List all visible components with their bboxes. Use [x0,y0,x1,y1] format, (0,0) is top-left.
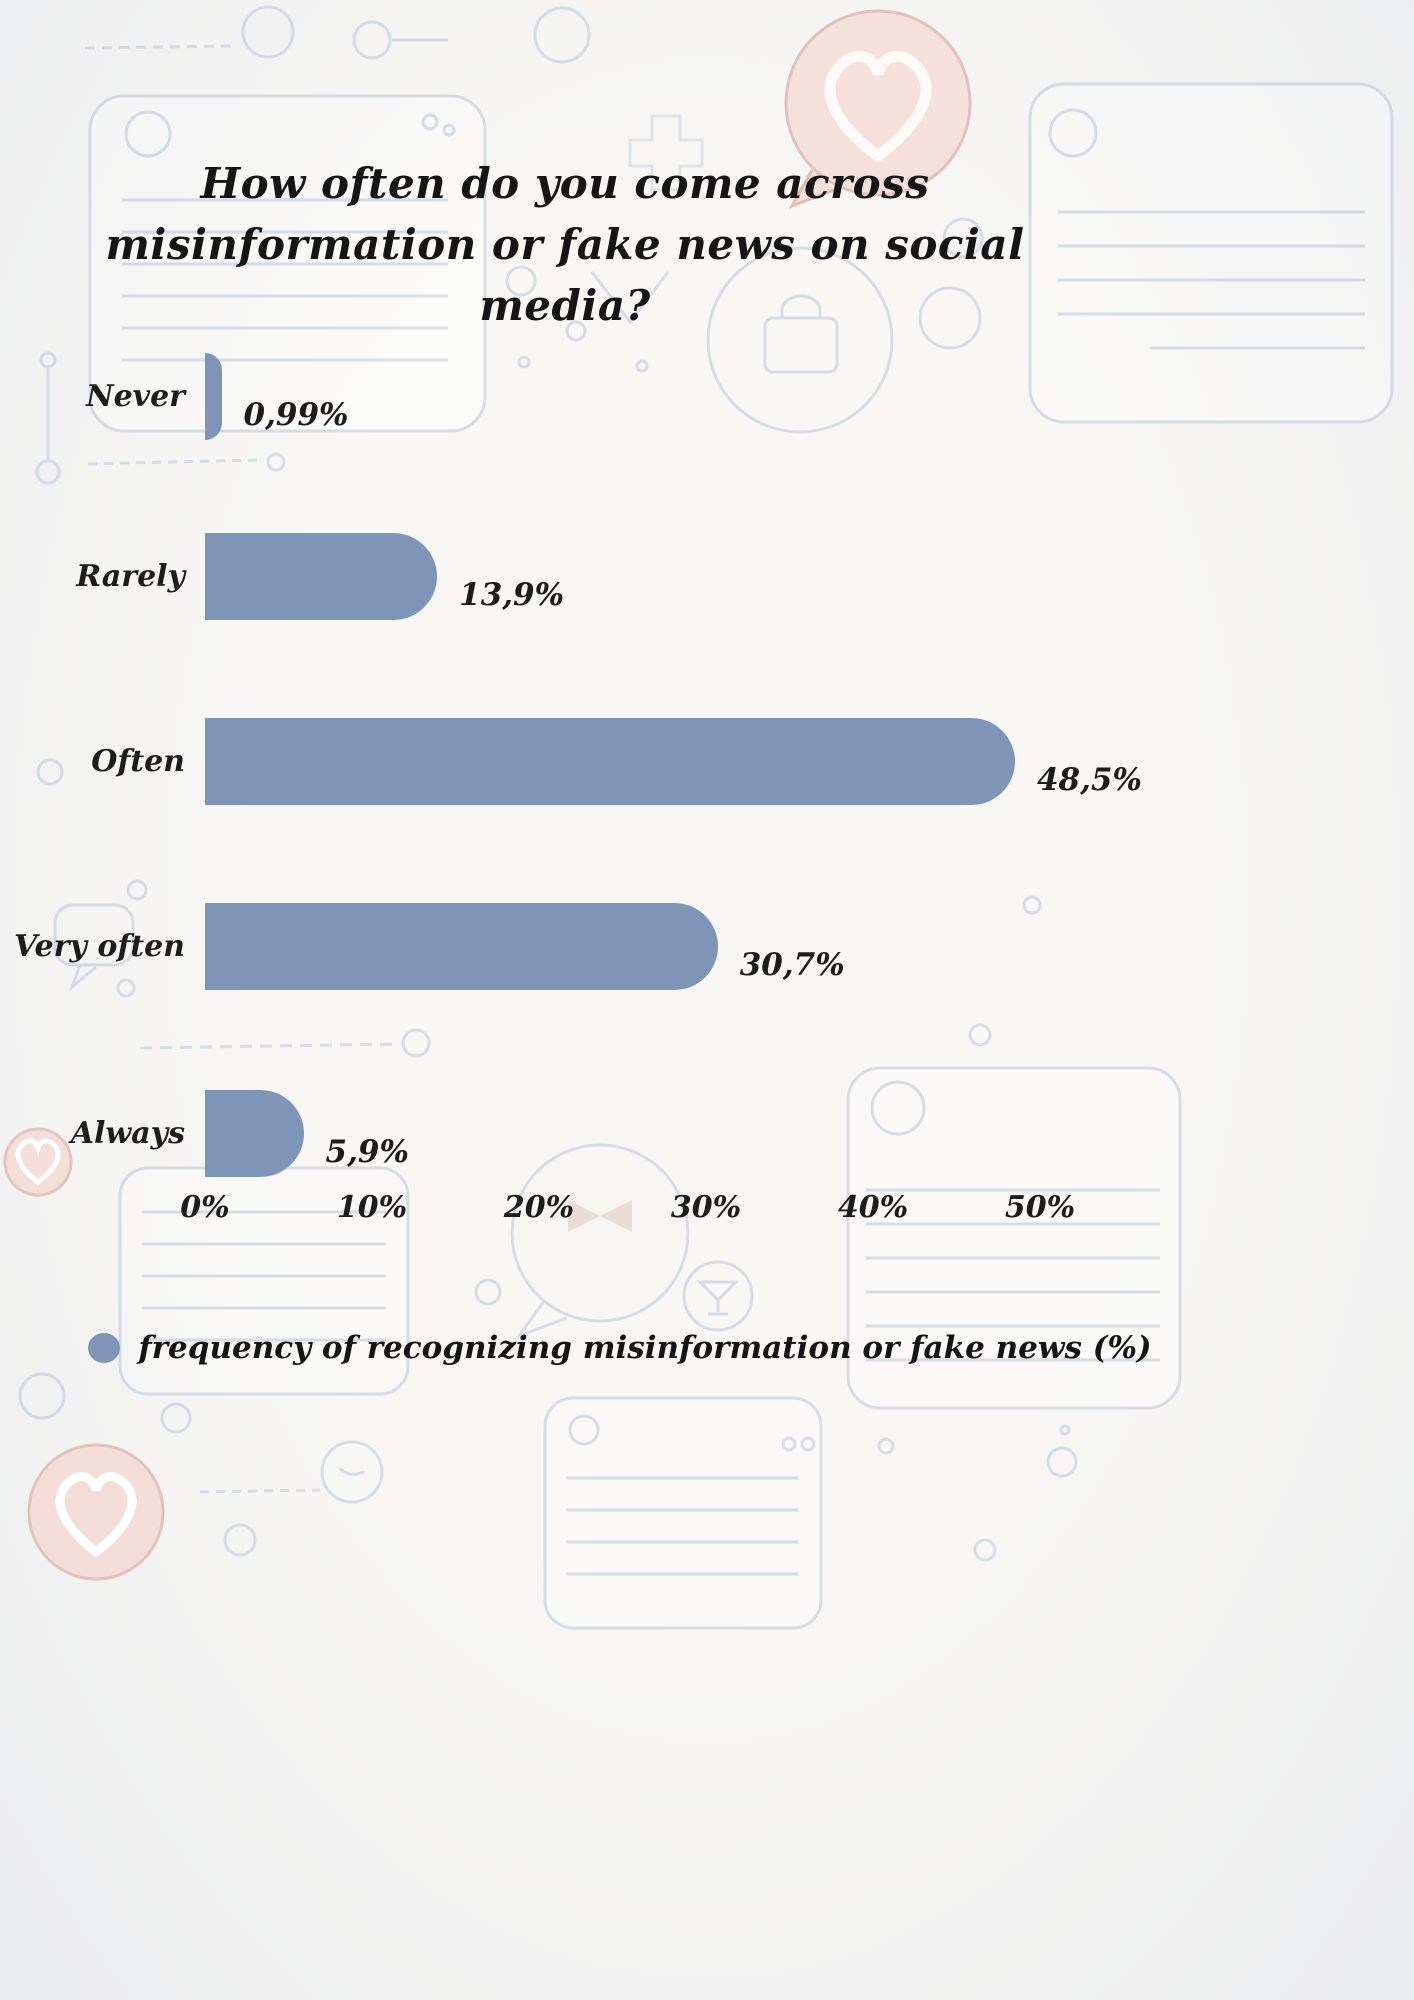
doodle-phone-card-center [543,1396,823,1630]
legend-dot-icon [88,1333,121,1363]
x-tick-30: 30% [670,1190,742,1225]
doodle-ring-top-2 [352,20,392,60]
doodle-chevron-down [590,271,670,325]
doodle-ring-top-1 [241,5,295,59]
bar-always [205,1090,304,1177]
value-label-never: 0,99% [243,397,349,433]
bar-row-never: Never 0,99% [0,353,1414,440]
doodle-ring-left-1 [36,758,64,786]
x-tick-0: 0% [180,1190,230,1225]
bar-row-often: Often 48,5% [0,718,1414,805]
doodle-ring-bottom-2 [320,1440,384,1504]
value-label-often: 48,5% [1036,762,1142,798]
bar-never [205,353,222,440]
heart-bottom-icon [27,1443,165,1581]
doodle-dashes-mid-left [139,1042,399,1050]
bar-row-rarely: Rarely 13,9% [0,533,1414,620]
x-tick-20: 20% [503,1190,575,1225]
category-label-always: Always [70,1116,185,1151]
category-label-very-often: Very often [14,929,185,964]
doodle-speech-bubble-center [510,1143,690,1340]
heart-bubble-icon [784,9,972,209]
heart-badge-icon [3,1127,73,1197]
bar-very-often [205,903,718,990]
legend-label: frequency of recognizing misinformation … [138,1330,1152,1366]
doodle-ring-mid-2 [942,217,984,259]
doodle-bag-circle [706,246,894,434]
doodle-bowtie-icon [568,1200,632,1232]
category-label-rarely: Rarely [76,559,185,594]
doodle-dot-2 [442,123,456,137]
doodle-ring-top-3 [533,6,591,64]
doodle-document-card-bottom-right [846,1066,1182,1410]
doodle-ring-bottom-1 [18,1372,66,1420]
doodle-ring-mid-1 [918,286,982,350]
category-label-often: Often [91,744,185,779]
x-tick-10: 10% [336,1190,408,1225]
value-label-rarely: 13,9% [459,577,565,613]
legend: frequency of recognizing misinformation … [0,1330,1240,1366]
doodle-dot-1 [421,113,439,131]
value-label-always: 5,9% [325,1134,409,1170]
bar-row-very-often: Very often 30,7% [0,903,1414,990]
bar-often [205,718,1015,805]
x-axis: 0% 10% 20% 30% 40% 50% [0,1190,1414,1234]
x-tick-50: 50% [1004,1190,1076,1225]
doodle-dashes-top-left [84,44,236,50]
category-label-never: Never [86,379,185,414]
value-label-very-often: 30,7% [739,947,845,983]
chart-title: How often do you come across misinformat… [105,159,1025,330]
doodle-document-card-top-right [1028,82,1394,424]
doodle-speech-bubble-left [53,903,135,992]
doodle-cocktail-circle [682,1260,754,1332]
bar-rarely [205,533,438,620]
doodle-document-card-bottom-left [118,1166,410,1396]
doodle-plus-icon [628,114,704,192]
x-tick-40: 40% [837,1190,909,1225]
doodle-ring-mid-3 [505,265,537,297]
doodle-document-card-top-left [88,94,487,433]
bar-row-always: Always 5,9% [0,1090,1414,1177]
